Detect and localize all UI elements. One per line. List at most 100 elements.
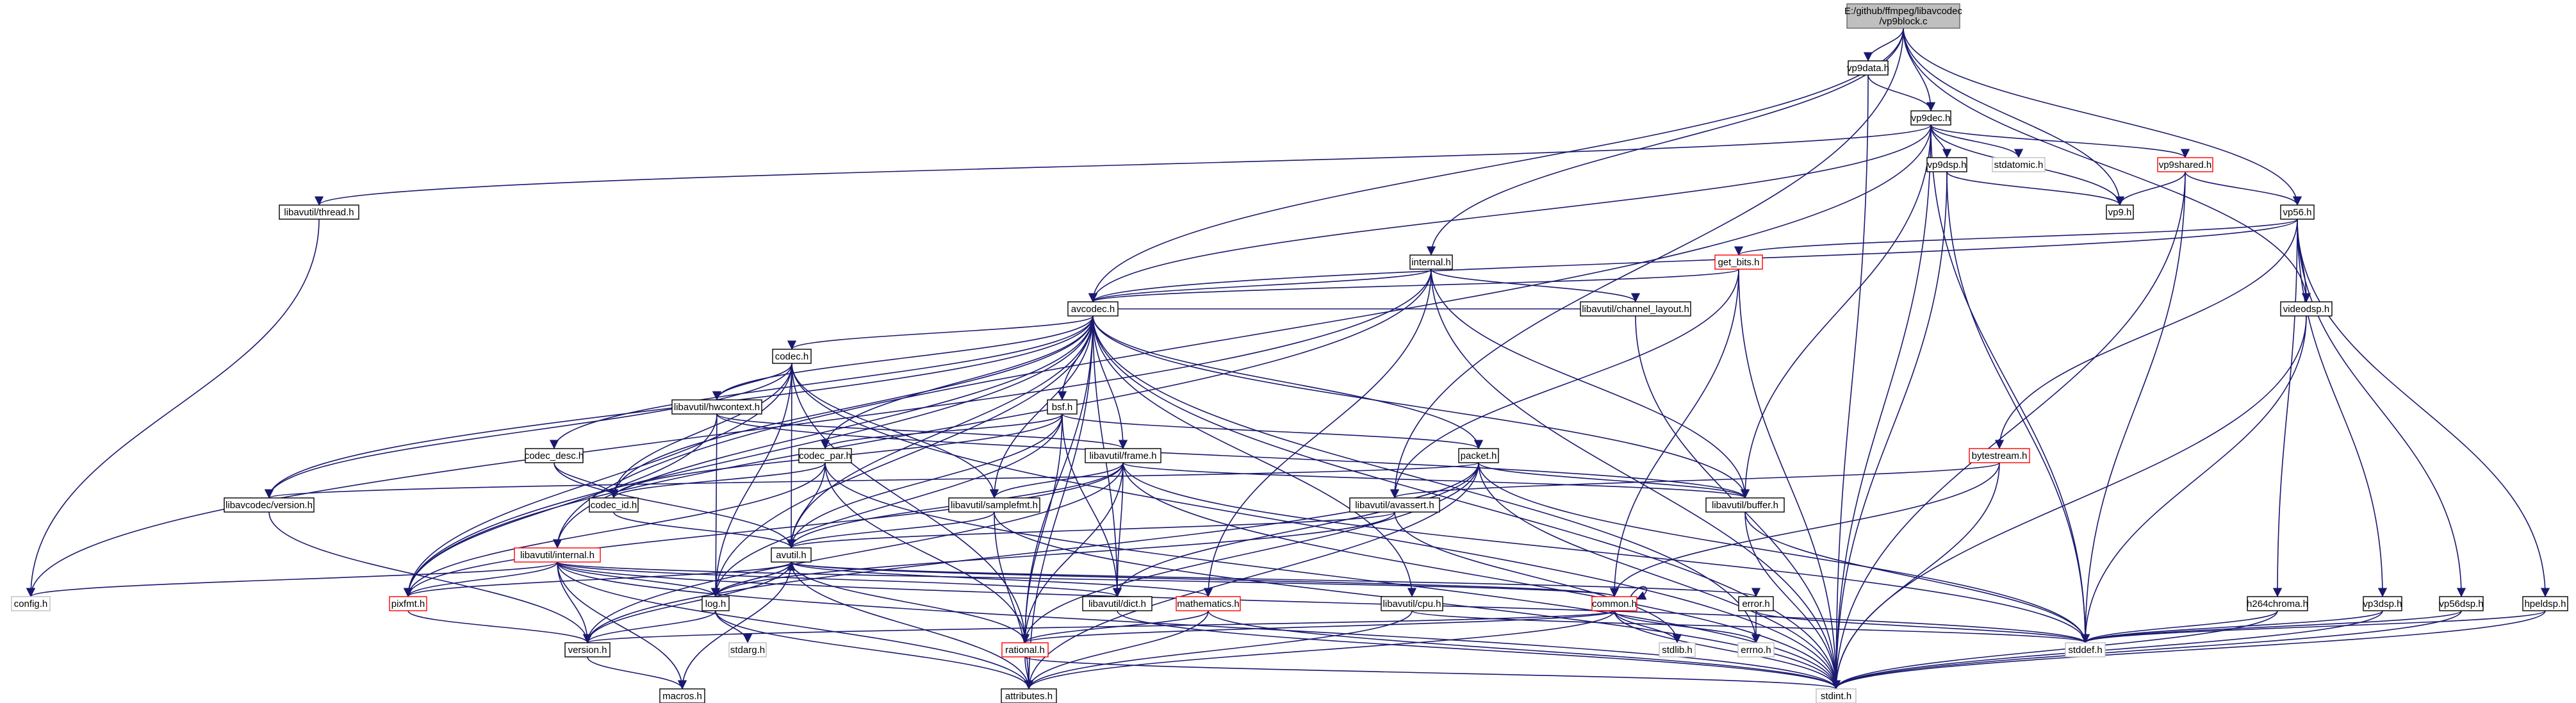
node-codec-desc-h[interactable]: codec_desc.h	[525, 448, 584, 463]
node-root[interactable]: E:/github/ffmpeg/libavcodec/vp9block.c	[1844, 3, 1963, 29]
node-version-h[interactable]: version.h	[564, 642, 611, 658]
node-stddef-h[interactable]: stddef.h	[2065, 642, 2106, 658]
node-vp9data-h[interactable]: vp9data.h	[1847, 60, 1889, 76]
node-lu-channel-layout-h[interactable]: libavutil/channel_layout.h	[1580, 301, 1691, 317]
node-box	[1349, 497, 1440, 513]
edge-vp9dec_h-to-stddef_h	[1930, 124, 2090, 643]
edge-lu_frame_h-to-stdint_h	[1122, 462, 1841, 690]
edge-avcodec_h-to-codec_par_h	[820, 315, 1094, 449]
edge-vp56dsp_h-to-stddef_h	[2081, 610, 2462, 643]
node-lu-frame-h[interactable]: libavutil/frame.h	[1085, 448, 1161, 463]
node-label: pixfmt.h	[391, 599, 425, 609]
node-h264chroma-h[interactable]: h264chroma.h	[2247, 596, 2308, 611]
edge-vp9shared_h-to-vp56_h	[2185, 171, 2302, 206]
node-common-h[interactable]: common.h	[1591, 596, 1637, 611]
edge-codec_h-to-avutil_h	[786, 363, 796, 549]
node-lu-avassert-h[interactable]: libavutil/avassert.h	[1349, 497, 1440, 513]
edge-packet_h-to-rational_h	[1020, 462, 1479, 643]
edge-mathematics_h-to-attributes_h	[1024, 610, 1209, 690]
node-mathematics-h[interactable]: mathematics.h	[1176, 596, 1241, 611]
node-lu-buffer-h[interactable]: libavutil/buffer.h	[1705, 497, 1785, 513]
node-lu-hwcontext-h[interactable]: libavutil/hwcontext.h	[671, 399, 762, 415]
node-lu-samplefmt-h[interactable]: libavutil/samplefmt.h	[948, 497, 1040, 513]
node-vp9dec-h[interactable]: vp9dec.h	[1910, 110, 1951, 126]
node-codec-h[interactable]: codec.h	[772, 349, 812, 364]
edge-vp56_h-to-h264chroma_h	[2272, 219, 2298, 597]
edge-vp3dsp_h-to-stddef_h	[2081, 610, 2383, 643]
edge-pixfmt_h-to-version_h	[407, 610, 593, 643]
node-label: libavutil/frame.h	[1089, 451, 1156, 461]
edge-packet_h-to-version_h	[582, 462, 1479, 643]
edge-codec_h-to-codec_id_h	[609, 363, 792, 499]
node-log-h[interactable]: log.h	[701, 596, 730, 611]
node-macros-h[interactable]: macros.h	[659, 688, 705, 703]
edge-lc_version_h-to-version_h	[268, 511, 593, 643]
node-box	[1591, 596, 1637, 611]
node-codec-par-h[interactable]: codec_par.h	[798, 448, 852, 463]
edge-internal_h-to-mathematics_h	[1203, 269, 1432, 597]
edge-get_bits_h-to-avcodec_h	[1088, 269, 1739, 302]
node-label: codec_desc.h	[525, 451, 584, 461]
edge-vp56_h-to-hpeldsp_h	[2297, 219, 2550, 597]
node-packet-h[interactable]: packet.h	[1458, 448, 1499, 463]
node-vp56dsp-h[interactable]: vp56dsp.h	[2439, 596, 2484, 611]
node-lu-thread-h[interactable]: libavutil/thread.h	[279, 204, 359, 220]
node-box	[2439, 596, 2484, 611]
edge-avutil_h-to-attributes_h	[791, 561, 1034, 690]
node-internal-h[interactable]: internal.h	[1409, 254, 1453, 270]
node-lu-dict-h[interactable]: libavutil/dict.h	[1082, 596, 1153, 611]
node-lu-cpu-h[interactable]: libavutil/cpu.h	[1381, 596, 1443, 611]
edge-avcodec_h-to-lu_frame_h	[1092, 315, 1128, 449]
edge-common_h-to-common_h	[1630, 586, 1648, 600]
node-vp3dsp-h[interactable]: vp3dsp.h	[2363, 596, 2402, 611]
node-config-h[interactable]: config.h	[11, 596, 51, 611]
node-stdlib-h[interactable]: stdlib.h	[1659, 642, 1696, 658]
edge-codec_par_h-to-pixfmt_h	[403, 462, 826, 597]
node-bsf-h[interactable]: bsf.h	[1047, 399, 1078, 415]
node-codec-id-h[interactable]: codec_id.h	[589, 497, 639, 513]
node-label: E:/github/ffmpeg/libavcodec	[1844, 6, 1963, 17]
node-box	[1737, 642, 1775, 658]
node-bytestream-h[interactable]: bytestream.h	[1969, 448, 2030, 463]
node-get-bits-h[interactable]: get_bits.h	[1714, 254, 1763, 270]
node-vp9shared-h[interactable]: vp9shared.h	[2157, 157, 2213, 172]
edge-vp9data_h-to-vp9dec_h	[1867, 74, 1936, 112]
node-box	[1580, 301, 1691, 317]
node-box	[224, 497, 315, 513]
edge-lu_internal_h-to-config_h	[26, 561, 558, 597]
edge-avutil_h-to-pixfmt_h	[404, 561, 792, 597]
node-vp56-h[interactable]: vp56.h	[2280, 204, 2315, 220]
node-label: log.h	[705, 599, 726, 609]
node-stdarg-h[interactable]: stdarg.h	[728, 642, 767, 658]
node-stdatomic-h[interactable]: stdatomic.h	[1992, 157, 2046, 172]
node-videodsp-h[interactable]: videodsp.h	[2280, 301, 2333, 317]
edge-avcodec_h-to-errno_h	[1092, 315, 1761, 643]
edge-packet_h-to-stdint_h	[1478, 462, 1841, 690]
node-lu-internal-h[interactable]: libavutil/internal.h	[514, 547, 601, 563]
node-label: /vp9block.c	[1879, 16, 1928, 27]
node-errno-h[interactable]: errno.h	[1737, 642, 1775, 658]
node-stdint-h[interactable]: stdint.h	[1816, 688, 1857, 703]
node-box	[1458, 448, 1499, 463]
node-rational-h[interactable]: rational.h	[1001, 642, 1049, 658]
edge-packet_h-to-lu_dict_h	[1112, 462, 1479, 597]
node-vp9dsp-h[interactable]: vp9dsp.h	[1926, 157, 1967, 172]
node-box	[389, 596, 427, 611]
node-box	[589, 497, 639, 513]
node-pixfmt-h[interactable]: pixfmt.h	[389, 596, 427, 611]
edge-bytestream_h-to-stdint_h	[1831, 462, 2000, 690]
node-avcodec-h[interactable]: avcodec.h	[1067, 301, 1119, 317]
node-label: error.h	[1742, 599, 1769, 609]
node-lc-version-h[interactable]: libavcodec/version.h	[224, 497, 315, 513]
edge-lu_dict_h-to-stdint_h	[1117, 610, 1841, 690]
edge-lu_internal_h-to-common_h	[557, 561, 1619, 597]
edge-avcodec_h-to-pixfmt_h	[403, 315, 1094, 597]
edge-bytestream_h-to-lu_avassert_h	[1390, 462, 2000, 499]
node-hpeldsp-h[interactable]: hpeldsp.h	[2522, 596, 2568, 611]
node-avutil-h[interactable]: avutil.h	[771, 547, 812, 563]
node-attributes-h[interactable]: attributes.h	[1001, 688, 1057, 703]
node-error-h[interactable]: error.h	[1738, 596, 1774, 611]
node-box	[279, 204, 359, 220]
edge-hpeldsp_h-to-stddef_h	[2081, 610, 2546, 643]
node-vp9-h[interactable]: vp9.h	[2106, 204, 2134, 220]
